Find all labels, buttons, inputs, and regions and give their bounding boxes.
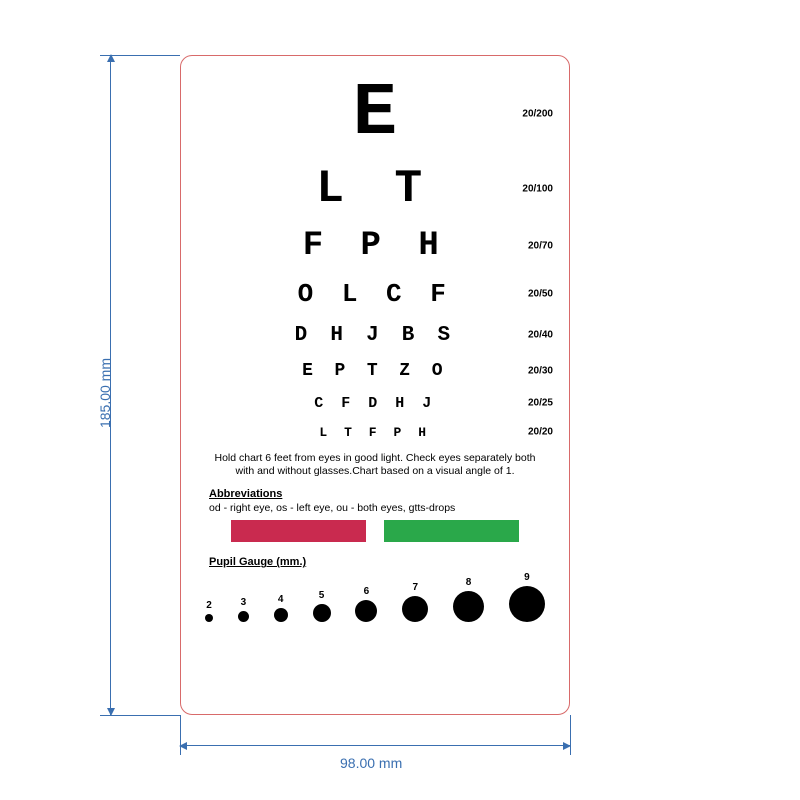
pupil-label: 5 bbox=[319, 590, 325, 601]
pupil-gauge-row: 2 3 4 5 6 7 8 9 bbox=[191, 568, 559, 628]
row-letters: E P T Z O bbox=[302, 362, 448, 380]
row-acuity: 20/70 bbox=[528, 241, 553, 252]
pupil-label: 7 bbox=[412, 582, 418, 593]
instructions-text: Hold chart 6 feet from eyes in good ligh… bbox=[191, 446, 559, 482]
pupil-item: 9 bbox=[509, 572, 545, 622]
snellen-chart-card: E 20/200 L T 20/100 F P H 20/70 O L C F … bbox=[180, 55, 570, 715]
row-acuity: 20/200 bbox=[522, 109, 553, 120]
dimension-height-label: 185.00 mm bbox=[97, 358, 113, 428]
pupil-label: 9 bbox=[524, 572, 530, 583]
color-bar-red bbox=[231, 520, 366, 542]
color-bar-green bbox=[384, 520, 519, 542]
pupil-item: 6 bbox=[355, 586, 377, 622]
abbreviations-title: Abbreviations bbox=[191, 488, 559, 500]
chart-row: E P T Z O 20/30 bbox=[191, 354, 559, 388]
pupil-label: 6 bbox=[364, 586, 370, 597]
row-acuity: 20/30 bbox=[528, 366, 553, 377]
row-letters: D H J B S bbox=[295, 325, 456, 346]
row-letters: L T bbox=[316, 166, 433, 212]
pupil-label: 2 bbox=[206, 600, 212, 611]
row-acuity: 20/40 bbox=[528, 330, 553, 341]
row-letters: E bbox=[353, 77, 397, 151]
chart-row: E 20/200 bbox=[191, 70, 559, 158]
pupil-item: 8 bbox=[453, 577, 484, 622]
chart-row: O L C F 20/50 bbox=[191, 272, 559, 316]
row-acuity: 20/20 bbox=[528, 427, 553, 438]
eye-chart-diagram: 185.00 mm 98.00 mm E 20/200 L T 20/100 F… bbox=[0, 0, 800, 800]
dimension-width-label: 98.00 mm bbox=[340, 755, 402, 771]
pupil-dot bbox=[402, 596, 428, 622]
chart-row: L T F P H 20/20 bbox=[191, 418, 559, 446]
pupil-item: 2 bbox=[205, 600, 213, 622]
dimension-line-horizontal bbox=[180, 745, 570, 746]
pupil-gauge-title: Pupil Gauge (mm.) bbox=[191, 556, 559, 568]
pupil-item: 4 bbox=[274, 594, 288, 622]
pupil-dot bbox=[205, 614, 213, 622]
color-bars bbox=[191, 520, 559, 550]
pupil-dot bbox=[355, 600, 377, 622]
row-acuity: 20/25 bbox=[528, 398, 553, 409]
pupil-label: 3 bbox=[241, 597, 247, 608]
row-acuity: 20/100 bbox=[522, 184, 553, 195]
chart-row: C F D H J 20/25 bbox=[191, 388, 559, 418]
row-acuity: 20/50 bbox=[528, 289, 553, 300]
pupil-label: 4 bbox=[278, 594, 284, 605]
row-letters: O L C F bbox=[298, 281, 453, 307]
letter-rows: E 20/200 L T 20/100 F P H 20/70 O L C F … bbox=[191, 70, 559, 446]
row-letters: L T F P H bbox=[319, 426, 430, 439]
row-letters: C F D H J bbox=[314, 396, 436, 411]
pupil-dot bbox=[509, 586, 545, 622]
pupil-label: 8 bbox=[466, 577, 472, 588]
pupil-dot bbox=[453, 591, 484, 622]
pupil-dot bbox=[238, 611, 249, 622]
row-letters: F P H bbox=[303, 229, 448, 263]
pupil-dot bbox=[313, 604, 331, 622]
chart-row: F P H 20/70 bbox=[191, 220, 559, 272]
pupil-item: 7 bbox=[402, 582, 428, 622]
pupil-item: 3 bbox=[238, 597, 249, 622]
chart-row: D H J B S 20/40 bbox=[191, 316, 559, 354]
pupil-dot bbox=[274, 608, 288, 622]
pupil-item: 5 bbox=[313, 590, 331, 622]
chart-row: L T 20/100 bbox=[191, 158, 559, 220]
abbreviations-line: od - right eye, os - left eye, ou - both… bbox=[191, 500, 559, 520]
